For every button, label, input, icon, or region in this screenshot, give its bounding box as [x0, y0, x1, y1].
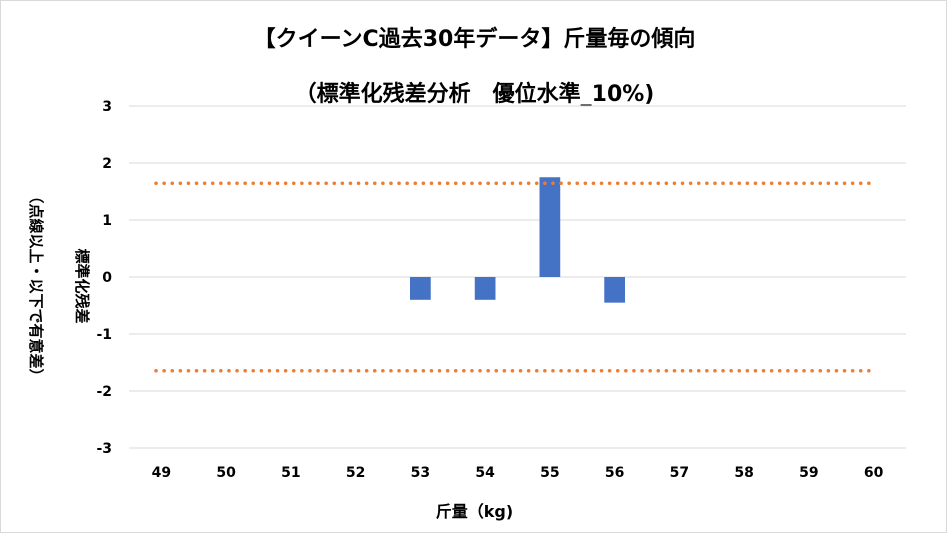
x-tick-label: 55: [540, 465, 559, 481]
x-tick-label: 52: [346, 465, 365, 481]
y-tick-label: 3: [102, 99, 112, 115]
y-tick-label: -2: [96, 384, 112, 400]
x-tick-label: 57: [670, 465, 689, 481]
y-axis-label: 標準化残差 （点線以上・以下で有意差）: [13, 188, 105, 383]
x-tick-label: 56: [605, 465, 624, 481]
x-tick-label: 58: [734, 465, 753, 481]
x-tick-label: 50: [216, 465, 236, 481]
x-tick-label: 60: [864, 465, 884, 481]
bar: [410, 277, 431, 300]
y-axis-label-line1: 標準化残差: [73, 248, 91, 324]
chart-subtitle: （標準化残差分析 優位水準_10%): [294, 82, 655, 107]
y-tick-label: 0: [102, 270, 112, 286]
x-tick-label: 54: [475, 465, 495, 481]
y-tick-label: 1: [102, 213, 112, 229]
y-tick-label: 2: [102, 156, 112, 172]
x-tick-label: 49: [152, 465, 171, 481]
x-axis-label: 斤量（kg): [435, 502, 514, 521]
chart-title: 【クイーンC過去30年データ】斤量毎の傾向: [253, 27, 696, 52]
bar: [474, 277, 496, 300]
bar: [604, 277, 625, 303]
bar: [539, 177, 561, 277]
x-tick-label: 53: [411, 465, 430, 481]
y-tick-label: -1: [96, 327, 112, 343]
x-tick-label: 59: [799, 465, 818, 481]
y-axis-label-line2: （点線以上・以下で有意差）: [27, 188, 45, 384]
x-tick-label: 51: [281, 465, 300, 481]
y-tick-label: -3: [96, 441, 112, 457]
